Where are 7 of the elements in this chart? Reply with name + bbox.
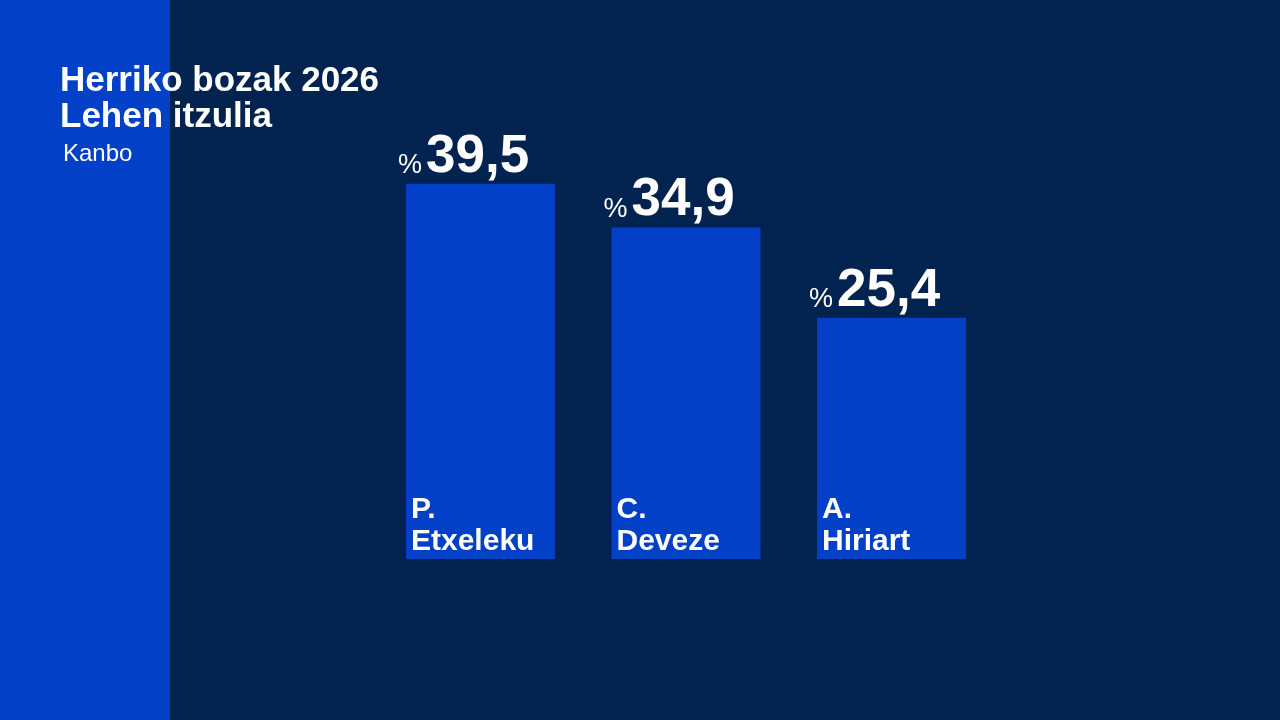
x-tick-label: P. Etxeleku — [411, 490, 535, 556]
data-label: %25,4 — [809, 257, 941, 317]
x-tick-label: C. Deveze — [616, 490, 720, 556]
data-label: %34,9 — [603, 167, 735, 227]
data-label: %39,5 — [398, 123, 530, 183]
text: Kanbo — [63, 138, 133, 166]
x-tick-label: A. Hiriart — [822, 490, 911, 556]
